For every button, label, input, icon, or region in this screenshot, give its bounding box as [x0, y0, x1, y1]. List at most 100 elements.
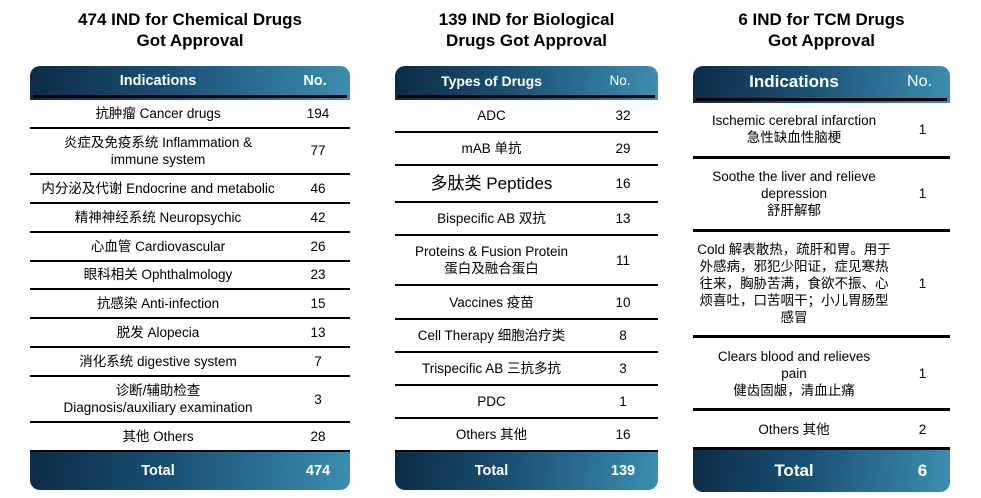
row-label: 炎症及免疫系统 Inflammation & immune system [63, 134, 253, 167]
col1-header: Types of Drugs [441, 72, 542, 89]
table-row: Trispecific AB 三抗多抗 3 [395, 353, 658, 386]
row-label: 多肽类 Peptides [430, 174, 553, 194]
table-row: Soothe the liver and relieve depression … [693, 159, 950, 232]
row-value: 23 [310, 267, 326, 283]
row-label: 抗肿瘤 Cancer drugs [95, 105, 221, 121]
row-value: 3 [619, 360, 627, 376]
table-row: 诊断/辅助检查 Diagnosis/auxiliary examination … [30, 377, 350, 424]
row-value: 13 [310, 325, 326, 341]
row-label: 抗感染 Anti-infection [96, 296, 220, 312]
row-value: 13 [615, 211, 631, 227]
table-row: Others 其他 2 [693, 411, 950, 450]
row-value: 11 [615, 252, 630, 268]
row-label: PDC [477, 393, 506, 409]
row-label: Others 其他 [455, 426, 528, 442]
table-row: 内分泌及代谢 Endocrine and metabolic 46 [30, 175, 350, 204]
row-label: ADC [477, 108, 506, 124]
total-value: 474 [305, 463, 331, 479]
biological-table: Types of Drugs No. ADC 32 mAB 单抗 29 多肽类 … [395, 66, 658, 490]
table-body: ADC 32 mAB 单抗 29 多肽类 Peptides 16 Bispeci… [395, 100, 658, 452]
table-row: 多肽类 Peptides 16 [395, 166, 658, 204]
table-header: Types of Drugs No. [395, 66, 658, 100]
row-label: 诊断/辅助检查 Diagnosis/auxiliary examination [63, 383, 253, 416]
table-tcm-drugs: 6 IND for TCM Drugs Got Approval Indicat… [693, 0, 950, 498]
table-row: ADC 32 [395, 100, 658, 134]
table-row: Ischemic cerebral infarction 急性缺血性脑梗 1 [693, 103, 950, 159]
row-label: Vaccines 疫苗 [449, 294, 534, 310]
table-body: Ischemic cerebral infarction 急性缺血性脑梗 1 S… [693, 103, 950, 450]
table-row: 心血管 Cardiovascular 26 [30, 233, 350, 262]
total-label: Total [141, 463, 175, 479]
tcm-table: Indications No. Ischemic cerebral infarc… [693, 66, 950, 492]
table-row: Clears blood and relieves pain 健齿固龈，清血止痛… [693, 338, 950, 412]
row-value: 10 [615, 294, 631, 310]
total-label: Total [774, 461, 814, 480]
row-value: 1 [619, 393, 627, 409]
row-value: 29 [615, 141, 631, 157]
row-label: 消化系统 digestive system [79, 354, 237, 370]
table-header: Indications No. [693, 66, 950, 103]
row-label: 精神神经系统 Neuropsychic [74, 209, 242, 225]
row-value: 28 [310, 429, 326, 445]
table-row: 其他 Others 28 [30, 423, 350, 452]
row-value: 15 [310, 296, 326, 312]
row-label: Bispecific AB 双抗 [437, 211, 546, 227]
row-value: 1 [918, 275, 927, 291]
table-row: 炎症及免疫系统 Inflammation & immune system 77 [30, 129, 350, 175]
row-value: 3 [314, 391, 322, 407]
row-value: 2 [918, 421, 927, 437]
row-value: 16 [615, 176, 631, 192]
row-value: 26 [310, 238, 326, 254]
total-value: 6 [917, 461, 928, 480]
row-label: 脱发 Alopecia [116, 325, 200, 341]
table-total-row: Total 474 [30, 452, 350, 490]
col2-header: No. [907, 73, 932, 90]
table-row: PDC 1 [395, 386, 658, 419]
table-total-row: Total 6 [693, 450, 950, 492]
col2-header: No. [609, 73, 631, 88]
row-value: 194 [306, 105, 330, 121]
table-row: 眼科相关 Ophthalmology 23 [30, 262, 350, 291]
table-body: 抗肿瘤 Cancer drugs 194 炎症及免疫系统 Inflammatio… [30, 100, 350, 452]
row-value: 32 [615, 108, 631, 124]
row-label: Trispecific AB 三抗多抗 [421, 360, 562, 376]
table-row: Bispecific AB 双抗 13 [395, 203, 658, 237]
table-row: Cell Therapy 细胞治疗类 8 [395, 320, 658, 353]
table-row: mAB 单抗 29 [395, 133, 658, 167]
row-label: Clears blood and relieves pain 健齿固龈，清血止痛 [717, 348, 871, 398]
table-row: Others 其他 16 [395, 419, 658, 452]
table-title-biological: 139 IND for Biological Drugs Got Approva… [438, 10, 615, 50]
table-row: 抗感染 Anti-infection 15 [30, 290, 350, 320]
row-value: 77 [310, 143, 326, 159]
table-row: 精神神经系统 Neuropsychic 42 [30, 204, 350, 233]
table-row: 脱发 Alopecia 13 [30, 319, 350, 349]
row-label: Soothe the liver and relieve depression … [712, 169, 876, 219]
row-label: 内分泌及代谢 Endocrine and metabolic [41, 180, 275, 196]
row-label: Cell Therapy 细胞治疗类 [417, 327, 566, 343]
table-row: Cold 解表散热，疏肝和胃。用于外感病，邪犯少阳证，症见寒热往来，胸胁苦满，食… [693, 232, 950, 339]
table-title-chemical: 474 IND for Chemical Drugs Got Approval [78, 10, 302, 50]
total-label: Total [474, 463, 509, 479]
table-row: Proteins & Fusion Protein 蛋白及融合蛋白 11 [395, 236, 658, 287]
row-label: Ischemic cerebral infarction 急性缺血性脑梗 [711, 113, 877, 146]
row-value: 42 [310, 209, 326, 225]
chemical-table: Indications No. 抗肿瘤 Cancer drugs 194 炎症及… [30, 66, 350, 490]
row-value: 1 [918, 186, 927, 202]
row-label: Cold 解表散热，疏肝和胃。用于外感病，邪犯少阳证，症见寒热往来，胸胁苦满，食… [697, 241, 891, 325]
col1-header: Indications [119, 72, 197, 89]
row-label: 其他 Others [122, 429, 194, 445]
row-value: 1 [918, 121, 927, 137]
row-label: Proteins & Fusion Protein 蛋白及融合蛋白 [414, 244, 569, 277]
table-total-row: Total 139 [395, 452, 658, 490]
col2-header: No. [303, 72, 327, 89]
total-value: 139 [610, 463, 636, 479]
col1-header: Indications [749, 72, 839, 91]
row-value: 16 [615, 426, 631, 442]
table-row: 抗肿瘤 Cancer drugs 194 [30, 100, 350, 129]
row-label: mAB 单抗 [461, 141, 522, 157]
table-title-tcm: 6 IND for TCM Drugs Got Approval [738, 10, 905, 50]
row-label: Others 其他 [758, 421, 830, 437]
row-value: 7 [314, 354, 322, 370]
row-label: 心血管 Cardiovascular [90, 238, 226, 254]
table-row: 消化系统 digestive system 7 [30, 348, 350, 378]
